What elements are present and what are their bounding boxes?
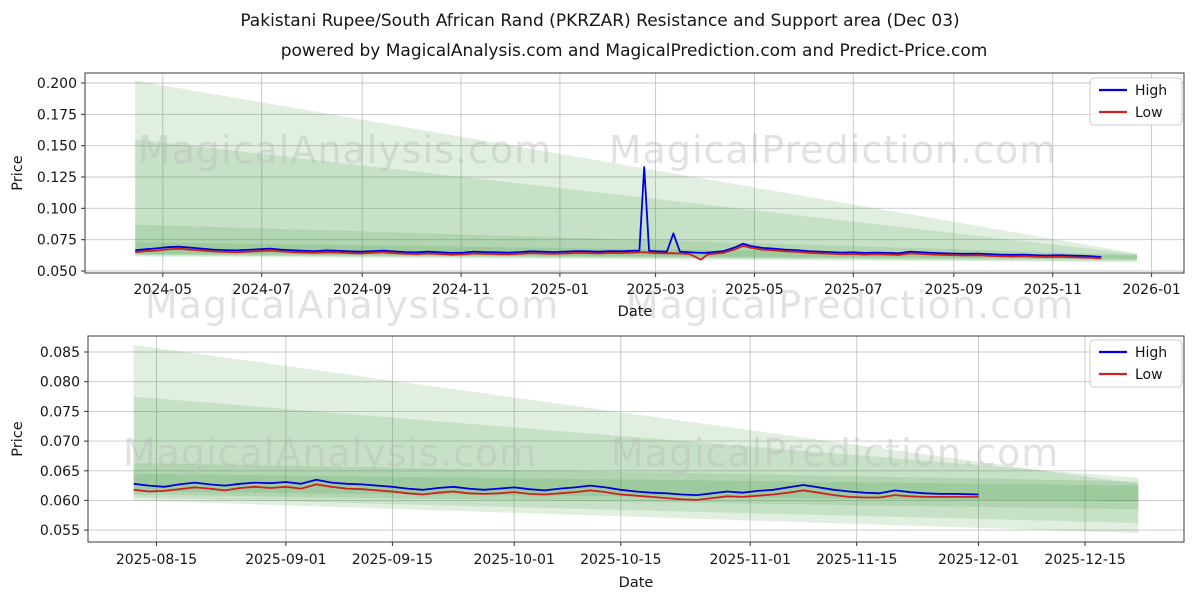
support-resistance-zone (133, 473, 1139, 502)
x-tick-label: 2025-09-01 (245, 552, 326, 568)
x-tick-label: 2025-10-15 (580, 552, 661, 568)
y-tick-label: 0.070 (40, 434, 80, 450)
y-tick-label: 0.050 (37, 264, 77, 280)
legend-high-label: High (1135, 345, 1167, 361)
watermark: MagicalAnalysis.com (123, 431, 537, 475)
support-resistance-zone (135, 139, 1137, 261)
x-axis-label: Date (619, 575, 654, 591)
grid (85, 73, 1184, 273)
x-tick-label: 2024-11 (432, 282, 491, 298)
x-tick-label: 2025-11-01 (710, 552, 791, 568)
y-tick-label: 0.100 (37, 201, 77, 217)
support-resistance-zone (133, 463, 1139, 510)
top-chart: MagicalAnalysis.com MagicalPrediction.com… (10, 72, 1185, 327)
watermark: MagicalAnalysis.com (138, 128, 552, 172)
legend-low-label: Low (1135, 105, 1163, 121)
x-tick-label: 2025-10-01 (474, 552, 555, 568)
x-tick-label: 2024-07 (232, 282, 291, 298)
x-tick-label: 2025-03 (626, 282, 685, 298)
figure-title: Pakistani Rupee/South African Rand (PKRZ… (240, 11, 959, 31)
watermark: MagicalPrediction.com (611, 431, 1060, 475)
axis-ticks: 2024-05 2024-07 2024-09 2024-11 2025-01 2025-… (37, 76, 1181, 298)
y-tick-label: 0.060 (40, 493, 80, 509)
x-tick-label: 2024-05 (134, 282, 193, 298)
axis-ticks: 2025-08-15 2025-09-01 2025-09-15 2025-10-01… (40, 345, 1126, 568)
y-axis-label: Price (10, 155, 26, 190)
x-tick-label: 2025-07 (824, 282, 883, 298)
y-axis-label: Price (10, 421, 26, 456)
x-tick-label: 2025-12-01 (938, 552, 1019, 568)
y-tick-label: 0.150 (37, 139, 77, 155)
plot-border (84, 72, 1185, 274)
x-tick-label: 2025-11 (1023, 282, 1082, 298)
low-line (133, 483, 979, 501)
x-tick-label: 2025-12-15 (1044, 552, 1125, 568)
x-tick-label: 2025-01 (531, 282, 590, 298)
x-tick-label: 2025-09-15 (352, 552, 433, 568)
support-resistance-zone (135, 80, 1137, 263)
grid (88, 336, 1184, 542)
y-tick-label: 0.200 (37, 76, 77, 92)
legend: High Low (1089, 77, 1183, 126)
legend-low-label: Low (1135, 367, 1163, 383)
y-tick-label: 0.175 (37, 107, 77, 123)
low-line (135, 244, 1102, 261)
plot-border (87, 335, 1185, 543)
x-axis-label: Date (618, 304, 653, 320)
high-line (133, 478, 979, 497)
high-line (135, 166, 1102, 258)
watermark: MagicalAnalysis.com (145, 283, 559, 327)
legend: High Low (1089, 339, 1183, 388)
watermark: MagicalPrediction.com (626, 283, 1075, 327)
x-tick-label: 2026-01 (1122, 282, 1181, 298)
x-tick-label: 2025-08-15 (116, 552, 197, 568)
watermark: MagicalPrediction.com (609, 128, 1058, 172)
legend-high-label: High (1135, 83, 1167, 99)
x-tick-label: 2025-05 (725, 282, 784, 298)
figure-subtitle: powered by MagicalAnalysis.com and Magic… (281, 41, 988, 61)
y-tick-label: 0.065 (40, 464, 80, 480)
y-tick-label: 0.085 (40, 345, 80, 361)
bottom-chart: MagicalAnalysis.com MagicalPrediction.com… (10, 335, 1185, 591)
y-tick-label: 0.075 (40, 404, 80, 420)
y-tick-label: 0.075 (37, 233, 77, 249)
x-tick-label: 2024-09 (333, 282, 392, 298)
x-tick-label: 2025-09 (925, 282, 984, 298)
y-tick-label: 0.055 (40, 523, 80, 539)
y-tick-label: 0.125 (37, 170, 77, 186)
y-tick-label: 0.080 (40, 375, 80, 391)
x-tick-label: 2025-11-15 (816, 552, 897, 568)
